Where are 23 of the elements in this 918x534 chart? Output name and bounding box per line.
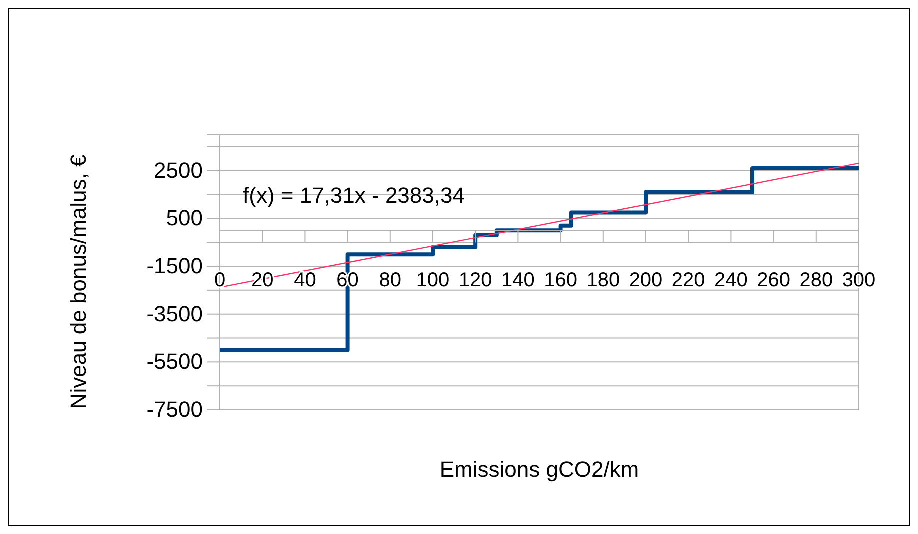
y-tick-label: 500	[166, 206, 203, 231]
annotation: f(x) = 17,31x - 2383,34	[243, 183, 465, 208]
x-tick-label: 200	[629, 270, 663, 292]
x-tick-label: 0	[214, 270, 226, 292]
y-tick-label: -1500	[146, 254, 203, 279]
x-tick-label: 120	[458, 270, 492, 292]
x-tick-label: 160	[544, 270, 578, 292]
x-tick-label: 180	[586, 270, 620, 292]
x-tick-label: 80	[379, 270, 402, 292]
y-tick-label: -5500	[146, 349, 203, 374]
y-tick-label: -7500	[146, 397, 203, 422]
y-tick-label: -3500	[146, 301, 203, 326]
x-tick-label: 220	[672, 270, 706, 292]
y-axis-title: Niveau de bonus/malus, €	[66, 154, 91, 410]
x-tick-label: 40	[294, 270, 316, 292]
x-tick-label: 100	[416, 270, 450, 292]
x-axis-title: Emissions gCO2/km	[440, 457, 640, 482]
x-tick-label: 260	[757, 270, 790, 292]
x-tick-label: 140	[502, 270, 535, 292]
x-tick-label: 300	[842, 270, 876, 292]
y-tick-label: 2500	[154, 158, 203, 183]
x-tick-label: 280	[800, 270, 834, 292]
x-tick-label: 240	[714, 270, 748, 292]
